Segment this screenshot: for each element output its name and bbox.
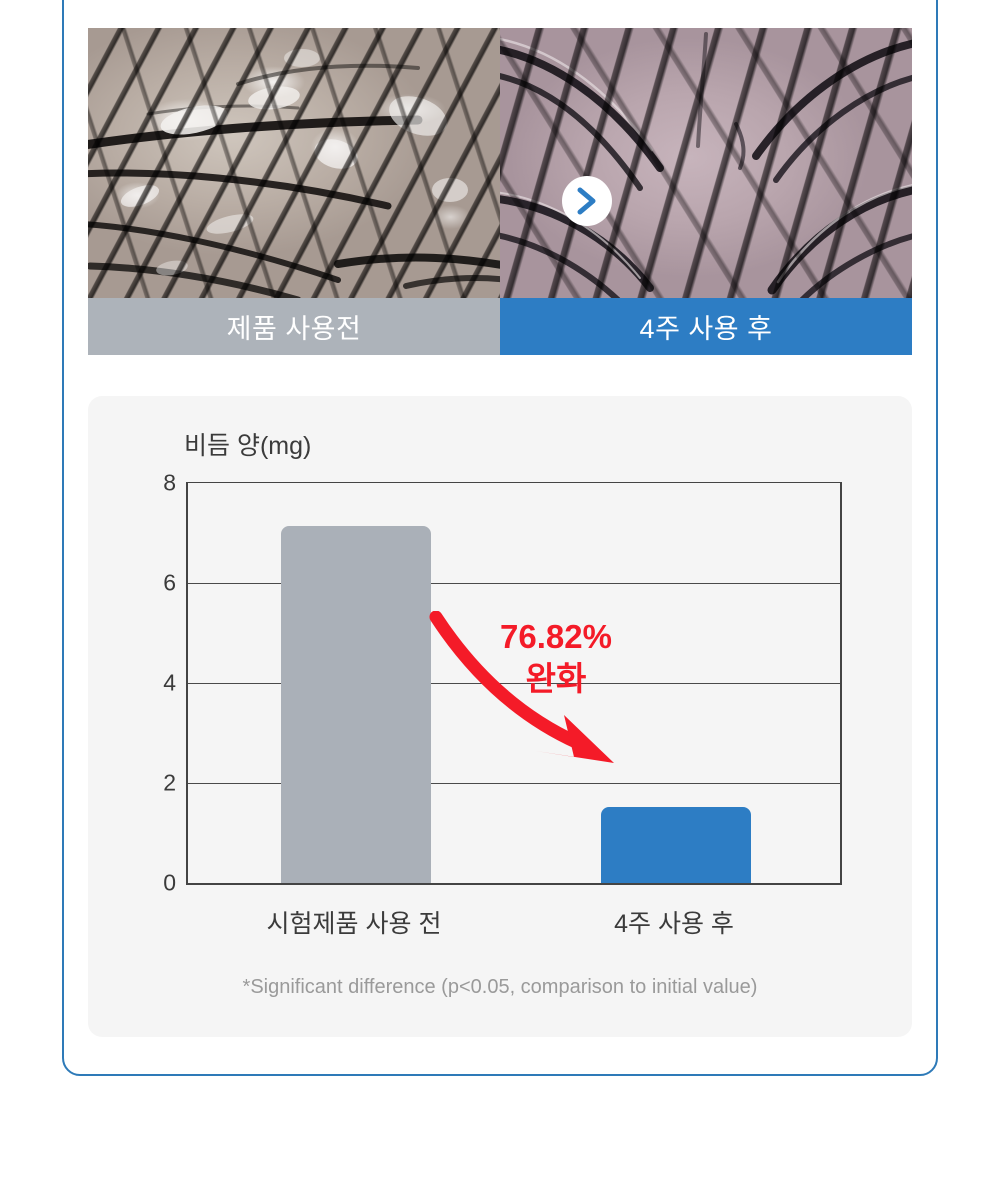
chart-title: 비듬 양(mg) bbox=[184, 432, 312, 460]
chevron-right-icon bbox=[577, 187, 596, 215]
after-caption: 4주 사용 후 bbox=[500, 298, 912, 355]
before-after-comparison: 제품 사용전 bbox=[88, 28, 912, 355]
decline-arrow-icon bbox=[429, 611, 614, 763]
after-photo-detail bbox=[500, 32, 912, 298]
before-caption: 제품 사용전 bbox=[88, 298, 500, 355]
chart-gridline bbox=[188, 583, 840, 584]
chart-plot-area: 8 6 4 2 0 bbox=[163, 470, 842, 896]
chart-gridline bbox=[188, 783, 840, 784]
y-axis-tick: 2 bbox=[163, 769, 176, 796]
after-pane: 4주 사용 후 bbox=[500, 28, 912, 355]
y-axis-tick: 6 bbox=[163, 569, 176, 596]
chart-x-labels: 시험제품 사용 전 4주 사용 후 bbox=[186, 904, 842, 944]
next-slide-button[interactable] bbox=[562, 176, 612, 226]
x-label-before: 시험제품 사용 전 bbox=[266, 910, 442, 938]
before-scalp-photo bbox=[88, 28, 500, 298]
chart-gridline bbox=[188, 683, 840, 684]
y-axis-tick: 8 bbox=[163, 469, 176, 496]
before-pane: 제품 사용전 bbox=[88, 28, 500, 355]
chart-bar bbox=[281, 526, 431, 883]
after-scalp-photo bbox=[500, 28, 912, 298]
x-label-after: 4주 사용 후 bbox=[614, 910, 734, 938]
before-photo-detail bbox=[88, 49, 500, 298]
y-axis-tick: 0 bbox=[163, 869, 176, 896]
chart-footnote: *Significant difference (p<0.05, compari… bbox=[242, 976, 758, 998]
chart-bar bbox=[601, 806, 751, 883]
y-axis-tick: 4 bbox=[163, 669, 176, 696]
